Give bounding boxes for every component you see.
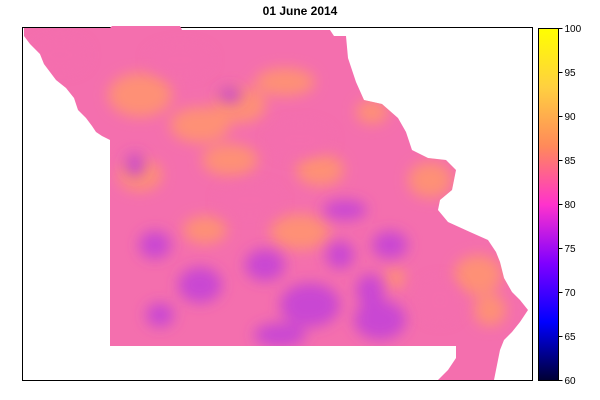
color-legend: 60 65 70 75 80 85 90 95 100 bbox=[538, 24, 582, 387]
legend-tick-label: 100 bbox=[565, 24, 582, 35]
legend-tick-label: 90 bbox=[565, 112, 577, 123]
missouri-temperature-surface bbox=[24, 26, 528, 380]
mid-regions bbox=[34, 39, 460, 320]
legend-tick-label: 80 bbox=[565, 200, 577, 211]
legend-tick-label: 85 bbox=[565, 156, 577, 167]
legend-tick-label: 70 bbox=[565, 288, 577, 299]
map-title: 01 June 2014 bbox=[262, 4, 338, 18]
legend-tick-label: 65 bbox=[565, 332, 577, 343]
legend-tick-label: 75 bbox=[565, 244, 577, 255]
legend-tick-label: 95 bbox=[565, 68, 577, 79]
warm-regions bbox=[108, 68, 506, 326]
plot-frame bbox=[22, 27, 533, 381]
color-legend-bar bbox=[538, 28, 559, 381]
legend-tick-label: 60 bbox=[565, 376, 577, 387]
color-legend-ticks: 60 65 70 75 80 85 90 95 100 bbox=[558, 24, 582, 387]
cool-regions bbox=[125, 87, 408, 347]
